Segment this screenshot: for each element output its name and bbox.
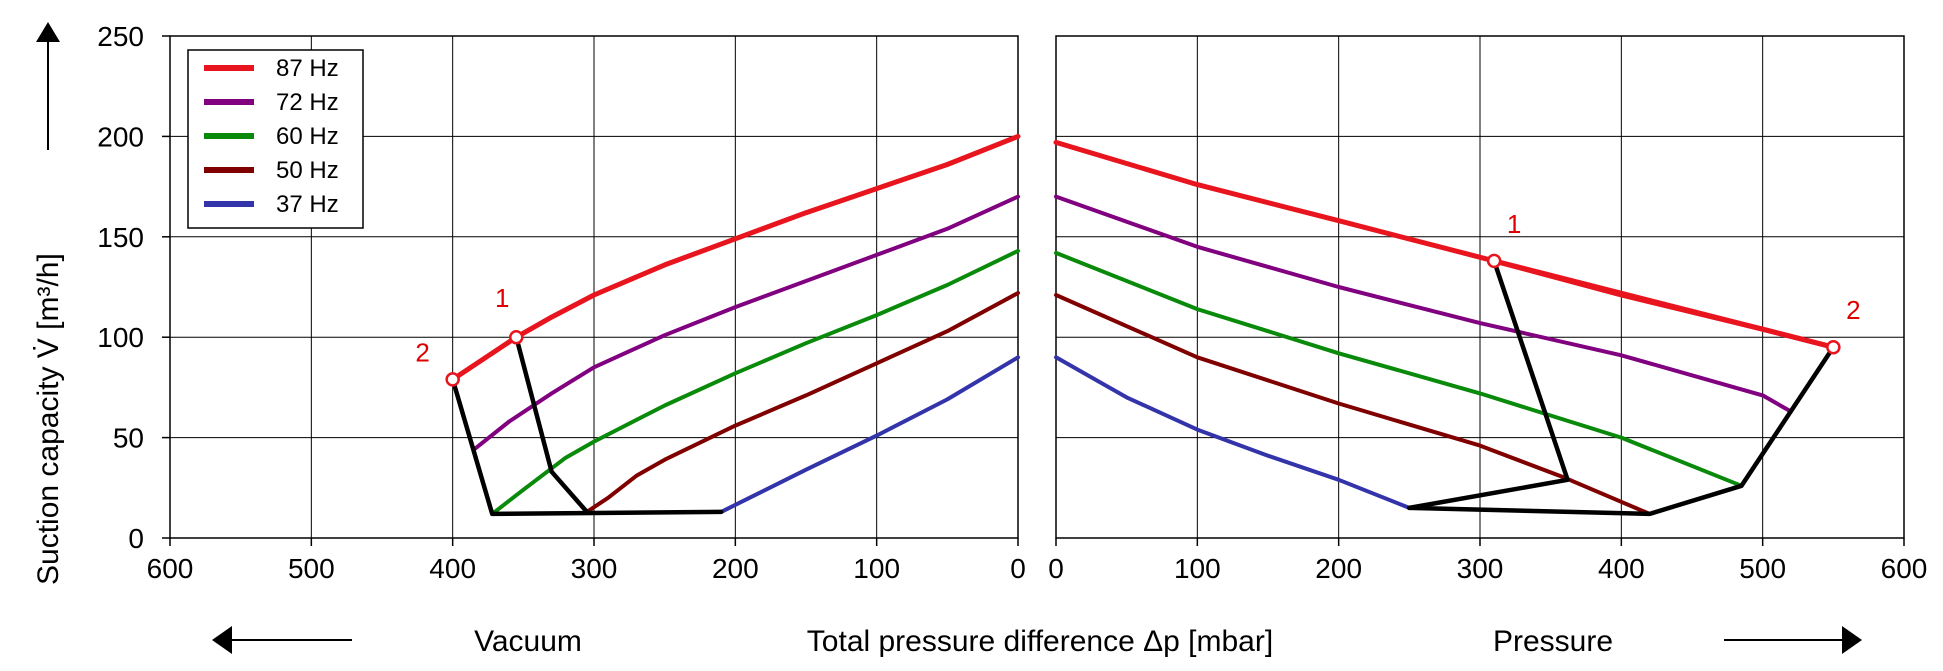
legend-entry-87hz: 87 Hz: [276, 55, 339, 82]
y-arrow-head-icon: [36, 22, 60, 42]
operating-point-label: 1: [495, 283, 509, 313]
x-axis-label: Total pressure difference Δp [mbar]: [807, 625, 1273, 658]
x-tick-label: 0: [1048, 553, 1064, 584]
series-line-50hz: [1054, 293, 1652, 516]
legend: 87 Hz 72 Hz 60 Hz 50 Hz 37 Hz: [187, 49, 364, 229]
y-axis-label: Suction capacity V̇ [m³/h]: [32, 253, 65, 585]
x-tick-label: 500: [1739, 553, 1786, 584]
y-tick-label: 250: [97, 21, 144, 52]
operating-point-marker: [445, 372, 460, 387]
series-line-37hz: [719, 355, 1020, 514]
series-line-37hz: [1054, 355, 1412, 510]
pressure-label: Pressure: [1493, 625, 1613, 658]
legend-entry-50hz: 50 Hz: [276, 157, 339, 184]
max-speed-segment: [1491, 258, 1836, 350]
y-tick-label: 200: [97, 121, 144, 152]
limit-line: [450, 377, 724, 517]
panel-pressure: 0 100 200 300 400 500 600 1 2: [1048, 35, 1928, 584]
left-arrow-head-icon: [212, 626, 232, 654]
x-tick-label: 200: [712, 553, 759, 584]
limit-line: [514, 334, 590, 515]
y-tick-label: 50: [113, 423, 144, 454]
series-line-60hz: [490, 248, 1020, 516]
right-arrow-head-icon: [1842, 626, 1862, 654]
y-tick-label: 0: [128, 523, 144, 554]
operating-point-label: 2: [415, 337, 429, 367]
operating-point-marker: [509, 329, 524, 345]
series-line-72hz: [471, 194, 1020, 452]
x-tick-label: 300: [571, 553, 618, 584]
x-tick-label: 600: [147, 553, 194, 584]
series-line-50hz: [584, 291, 1020, 514]
vacuum-label: Vacuum: [474, 625, 582, 658]
y-axis-title: Suction capacity V̇ [m³/h]: [32, 22, 65, 585]
legend-entry-60hz: 60 Hz: [276, 123, 339, 150]
y-tick-label: 150: [97, 222, 144, 253]
operating-point-marker: [1486, 253, 1502, 269]
limit-line: [1407, 344, 1836, 517]
x-tick-label: 400: [1598, 553, 1645, 584]
x-tick-label: 400: [429, 553, 476, 584]
max-speed-segment: [450, 334, 519, 382]
limit-line: [1407, 258, 1570, 511]
series-line-87hz: [513, 133, 1021, 340]
x-axis-title: Vacuum Total pressure difference Δp [mba…: [212, 625, 1862, 658]
operating-point-marker: [1826, 339, 1841, 355]
legend-entry-72hz: 72 Hz: [276, 89, 339, 116]
x-tick-label: 100: [1174, 553, 1221, 584]
x-tick-label: 600: [1881, 553, 1928, 584]
series-line-72hz: [1054, 194, 1793, 414]
operating-point-label: 1: [1507, 209, 1521, 239]
x-tick-label: 100: [853, 553, 900, 584]
series-line-60hz: [1054, 250, 1744, 488]
operating-point-label: 2: [1846, 295, 1860, 325]
x-tick-label: 500: [288, 553, 335, 584]
legend-entry-37hz: 37 Hz: [276, 191, 339, 218]
x-tick-label: 300: [1457, 553, 1504, 584]
x-tick-label: 200: [1315, 553, 1362, 584]
x-tick-label: 0: [1010, 553, 1026, 584]
y-tick-label: 100: [97, 322, 144, 353]
